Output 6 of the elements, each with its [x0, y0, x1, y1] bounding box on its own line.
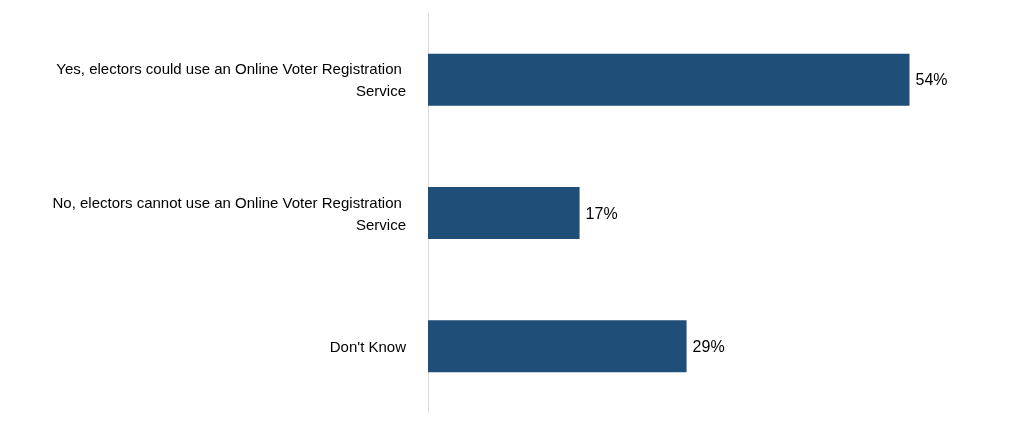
y-tick-label: Don't Know	[329, 337, 407, 355]
y-tick-label: Yes, electors could use an Online Voter Registration Service	[56, 60, 406, 100]
data-label: 17%	[585, 204, 618, 222]
y-tick-label: No, electors cannot use an Online Voter Registration Service	[52, 193, 406, 233]
data-label: 54%	[915, 71, 948, 89]
data-label: 29%	[692, 337, 725, 355]
